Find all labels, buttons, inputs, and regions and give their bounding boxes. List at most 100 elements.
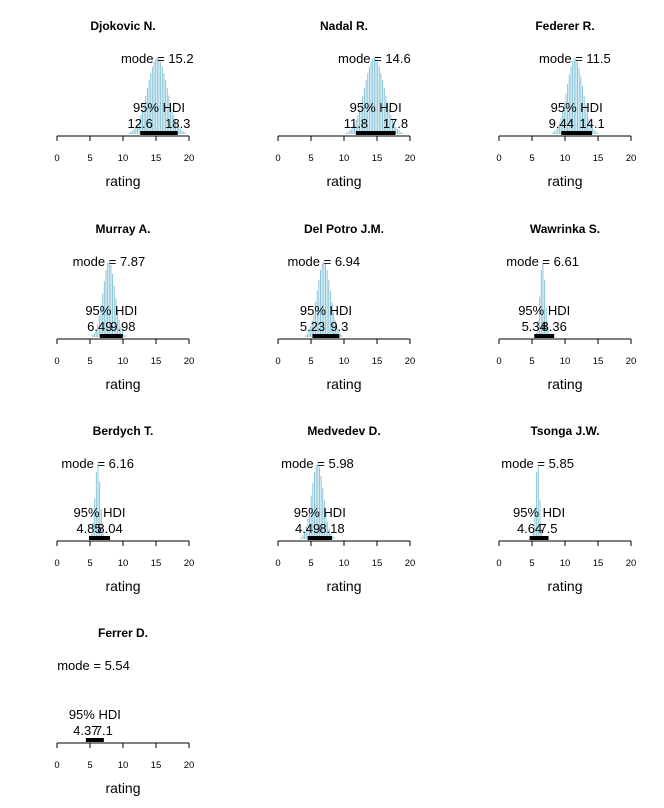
x-tick-label: 0 xyxy=(54,558,59,569)
panel-title: Djokovic N. xyxy=(90,19,155,33)
x-axis-label: rating xyxy=(105,780,140,796)
x-tick-label: 10 xyxy=(560,558,571,569)
x-tick-label: 15 xyxy=(593,558,604,569)
panel-title: Del Potro J.M. xyxy=(304,222,384,236)
mode-label: mode xyxy=(539,51,572,66)
mode-value: 5.85 xyxy=(549,456,574,471)
mode-equals: = xyxy=(94,456,109,471)
hdi-label: 95% HDI xyxy=(69,707,121,722)
x-tick-label: 15 xyxy=(593,356,604,367)
x-tick-label: 20 xyxy=(184,153,195,164)
x-tick-label: 15 xyxy=(151,356,162,367)
x-tick-label: 10 xyxy=(118,153,129,164)
mode-equals: = xyxy=(154,51,169,66)
x-tick-label: 15 xyxy=(151,153,162,164)
x-tick-label: 5 xyxy=(529,356,534,367)
mode-annotation: mode = 6.61 xyxy=(506,254,579,269)
hdi-upper-value: 9.3 xyxy=(330,319,348,334)
mode-annotation: mode = 5.85 xyxy=(501,456,574,471)
x-axis-label: rating xyxy=(105,173,140,189)
hdi-label: 95% HDI xyxy=(133,100,185,115)
mode-annotation: mode = 5.54 xyxy=(57,658,130,673)
hdi-lower-value: 5.23 xyxy=(300,319,325,334)
histogram-bars xyxy=(532,467,544,539)
histogram-bars xyxy=(300,463,335,539)
x-axis-label: rating xyxy=(105,578,140,594)
panel-title: Medvedev D. xyxy=(307,424,380,438)
hdi-lower-value: 11.8 xyxy=(344,116,368,131)
x-tick-label: 10 xyxy=(118,356,129,367)
mode-equals: = xyxy=(534,456,549,471)
histogram-bars xyxy=(92,261,127,337)
hdi-lower-value: 12.6 xyxy=(128,116,153,131)
x-tick-label: 20 xyxy=(626,356,637,367)
hdi-lower-value: 9.44 xyxy=(549,116,574,131)
panel-title: Ferrer D. xyxy=(98,626,148,640)
mode-label: mode xyxy=(287,254,320,269)
hdi-label: 95% HDI xyxy=(350,100,402,115)
x-tick-label: 0 xyxy=(54,153,59,164)
hdi-label: 95% HDI xyxy=(513,505,565,520)
mode-equals: = xyxy=(90,658,105,673)
hdi-label: 95% HDI xyxy=(74,505,126,520)
mode-equals: = xyxy=(105,254,120,269)
histogram-bars xyxy=(128,58,186,134)
x-tick-label: 15 xyxy=(151,558,162,569)
x-tick-label: 10 xyxy=(339,558,350,569)
x-axis-label: rating xyxy=(326,173,361,189)
mode-equals: = xyxy=(320,254,335,269)
hdi-label: 95% HDI xyxy=(85,303,137,318)
mode-label: mode xyxy=(73,254,106,269)
x-axis-label: rating xyxy=(326,376,361,392)
mode-value: 6.94 xyxy=(335,254,360,269)
x-tick-label: 20 xyxy=(184,356,195,367)
mode-annotation: mode = 14.6 xyxy=(338,51,411,66)
x-tick-label: 10 xyxy=(118,558,129,569)
histogram-bars xyxy=(552,58,598,134)
hdi-upper-value: 9.98 xyxy=(110,319,135,334)
mode-equals: = xyxy=(539,254,554,269)
hdi-label: 95% HDI xyxy=(551,100,603,115)
mode-equals: = xyxy=(572,51,587,66)
mode-value: 11.5 xyxy=(586,51,610,66)
hdi-lower-value: 6.49 xyxy=(87,319,112,334)
hdi-lower-value: 4.37 xyxy=(73,723,98,738)
x-tick-label: 0 xyxy=(496,356,501,367)
x-tick-label: 10 xyxy=(339,153,350,164)
x-tick-label: 0 xyxy=(275,153,280,164)
mode-value: 14.6 xyxy=(385,51,410,66)
x-tick-label: 0 xyxy=(496,558,501,569)
x-tick-label: 5 xyxy=(87,356,92,367)
hdi-lower-value: 4.85 xyxy=(76,521,101,536)
x-tick-label: 0 xyxy=(54,356,59,367)
mode-annotation: mode = 6.94 xyxy=(287,254,360,269)
mode-annotation: mode = 11.5 xyxy=(539,51,611,66)
mode-equals: = xyxy=(314,456,329,471)
x-tick-label: 0 xyxy=(275,558,280,569)
hdi-upper-value: 7.5 xyxy=(539,521,557,536)
mode-label: mode xyxy=(61,456,94,471)
mode-value: 6.61 xyxy=(554,254,579,269)
hdi-label: 95% HDI xyxy=(294,505,346,520)
histogram-bars xyxy=(305,261,343,337)
panel-title: Tsonga J.W. xyxy=(530,424,599,438)
hdi-upper-value: 17.8 xyxy=(383,116,408,131)
x-tick-label: 0 xyxy=(275,356,280,367)
mode-label: mode xyxy=(121,51,154,66)
panel-title: Murray A. xyxy=(96,222,151,236)
x-axis-label: rating xyxy=(547,376,582,392)
x-tick-label: 0 xyxy=(496,153,501,164)
x-tick-label: 15 xyxy=(593,153,604,164)
x-axis-label: rating xyxy=(326,578,361,594)
x-tick-label: 20 xyxy=(405,153,416,164)
x-tick-label: 10 xyxy=(339,356,350,367)
x-tick-label: 15 xyxy=(372,153,383,164)
panel-title: Wawrinka S. xyxy=(530,222,600,236)
x-tick-label: 20 xyxy=(405,558,416,569)
